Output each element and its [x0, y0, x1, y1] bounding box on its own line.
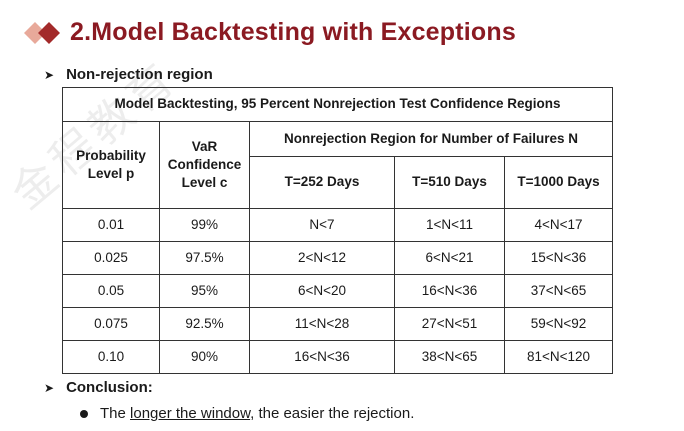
backtesting-table: Model Backtesting, 95 Percent Nonrejecti… — [62, 87, 613, 374]
cell-t510: 1<N<11 — [394, 208, 505, 242]
cell-t1000: 59<N<92 — [504, 307, 613, 341]
cell-var-confidence: 99% — [159, 208, 250, 242]
cell-var-confidence: 90% — [159, 340, 250, 374]
cell-t252: 2<N<12 — [249, 241, 395, 275]
header-probability-level: Probability Level p — [62, 121, 160, 209]
cell-var-confidence: 95% — [159, 274, 250, 308]
header-t252: T=252 Days — [249, 156, 395, 209]
cell-t510: 6<N<21 — [394, 241, 505, 275]
table-row: 0.10 90% 16<N<36 38<N<65 81<N<120 — [62, 340, 613, 374]
cell-var-confidence: 92.5% — [159, 307, 250, 341]
cell-t1000: 37<N<65 — [504, 274, 613, 308]
cell-t1000: 4<N<17 — [504, 208, 613, 242]
dot-bullet-icon — [80, 409, 88, 418]
cell-t1000: 15<N<36 — [504, 241, 613, 275]
cell-t510: 27<N<51 — [394, 307, 505, 341]
arrow-bullet-icon: ➤ — [44, 67, 55, 82]
section-conclusion: ➤ Conclusion: — [44, 379, 153, 396]
header-var-confidence-level: VaR Confidence Level c — [159, 121, 250, 209]
table-caption: Model Backtesting, 95 Percent Nonrejecti… — [62, 87, 613, 122]
section-nonrejection-label: Non-rejection region — [66, 66, 213, 83]
page-title: 2.Model Backtesting with Exceptions — [70, 18, 516, 46]
cell-probability: 0.05 — [62, 274, 160, 308]
table-row: 0.025 97.5% 2<N<12 6<N<21 15<N<36 — [62, 241, 613, 275]
header-t1000: T=1000 Days — [504, 156, 613, 209]
cell-probability: 0.10 — [62, 340, 160, 374]
cell-t1000: 81<N<120 — [504, 340, 613, 374]
table-row: 0.01 99% N<7 1<N<11 4<N<17 — [62, 208, 613, 242]
double-diamond-logo — [24, 22, 60, 44]
cell-var-confidence: 97.5% — [159, 241, 250, 275]
conclusion-emphasis: longer the window — [130, 405, 251, 422]
cell-t252: 16<N<36 — [249, 340, 395, 374]
arrow-bullet-icon: ➤ — [44, 380, 55, 395]
cell-probability: 0.01 — [62, 208, 160, 242]
cell-probability: 0.075 — [62, 307, 160, 341]
cell-probability: 0.025 — [62, 241, 160, 275]
table-row: 0.075 92.5% 11<N<28 27<N<51 59<N<92 — [62, 307, 613, 341]
section-conclusion-label: Conclusion: — [66, 379, 153, 396]
section-nonrejection: ➤ Non-rejection region — [44, 66, 213, 83]
conclusion-bullet: The longer the window, the easier the re… — [80, 405, 414, 422]
cell-t510: 38<N<65 — [394, 340, 505, 374]
cell-t510: 16<N<36 — [394, 274, 505, 308]
cell-t252: N<7 — [249, 208, 395, 242]
header-nonrejection-region: Nonrejection Region for Number of Failur… — [249, 121, 613, 157]
conclusion-text-post: , the easier the rejection. — [250, 405, 415, 422]
header-t510: T=510 Days — [394, 156, 505, 209]
conclusion-text: The longer the window, the easier the re… — [100, 405, 414, 422]
cell-t252: 11<N<28 — [249, 307, 395, 341]
conclusion-text-pre: The — [100, 405, 131, 422]
table-row: 0.05 95% 6<N<20 16<N<36 37<N<65 — [62, 274, 613, 308]
cell-t252: 6<N<20 — [249, 274, 395, 308]
